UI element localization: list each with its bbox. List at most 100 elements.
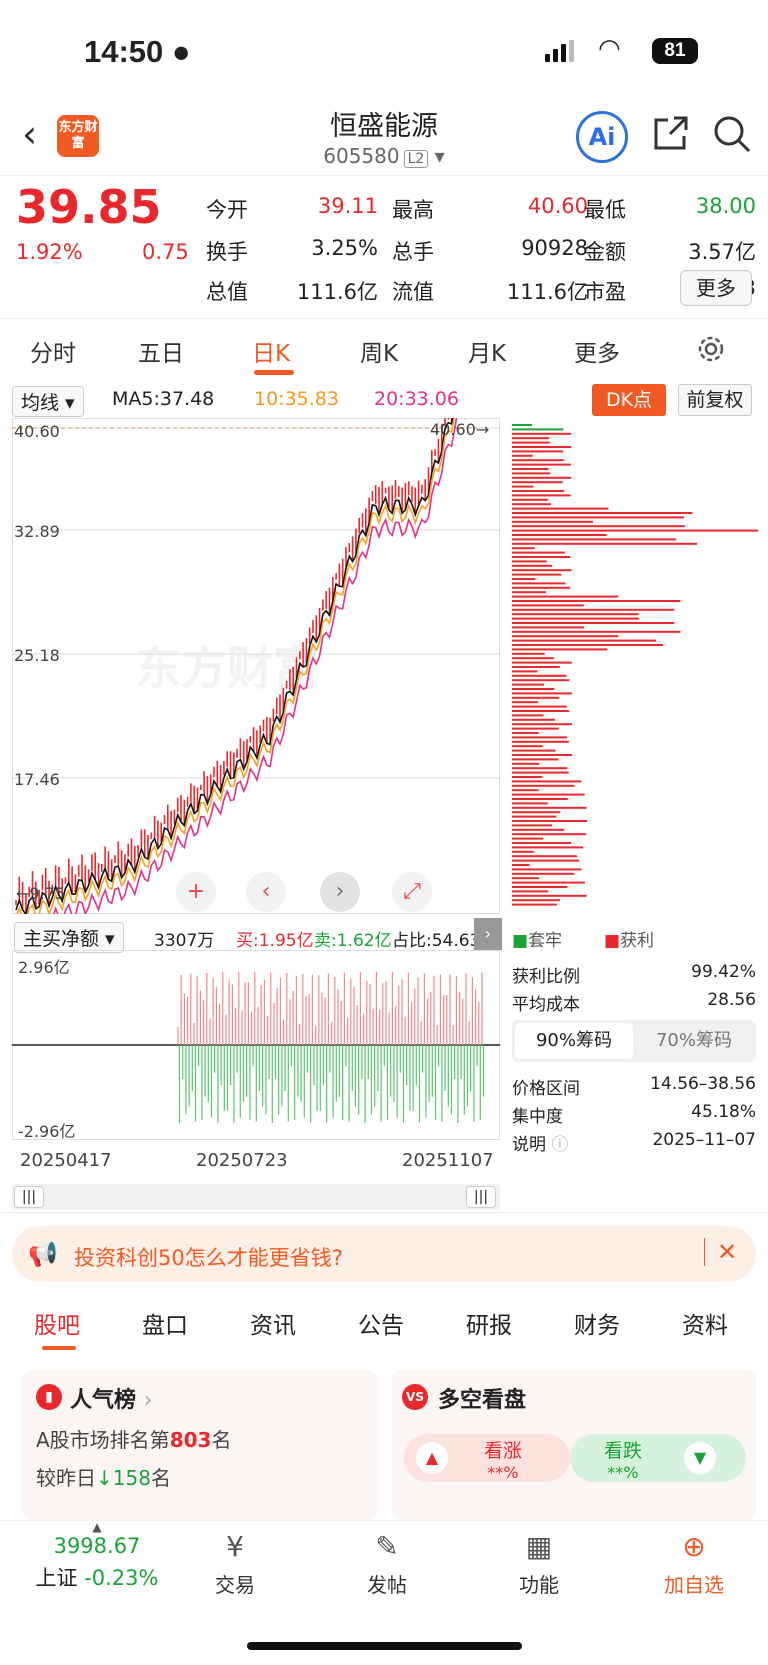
gear-icon[interactable]: [696, 334, 726, 364]
field-label: 最低: [584, 198, 626, 222]
tab-item[interactable]: 月K: [468, 341, 507, 367]
nav-func[interactable]: ▦ 功能: [504, 1530, 574, 1598]
y-label-3: 25.18: [14, 646, 60, 665]
period-tabs: [0, 318, 768, 378]
back-icon[interactable]: ‹: [22, 112, 38, 156]
edit-icon: ✎: [375, 1530, 399, 1563]
abs-change: 0.75: [142, 240, 189, 264]
indicator-select[interactable]: 均线 ▾: [12, 386, 84, 417]
promo-banner[interactable]: [12, 1226, 756, 1282]
more-button[interactable]: 更多: [680, 270, 752, 306]
popular-title: 人气榜 ›: [70, 1388, 153, 1413]
profit-ratio-value: 99.42%: [691, 962, 756, 982]
ma10-value: 10:35.83: [254, 388, 339, 410]
duokong-title: 多空看盘: [438, 1388, 527, 1413]
tab-item[interactable]: 日K: [252, 341, 291, 367]
stock-name: 恒盛能源: [330, 111, 438, 142]
index-widget[interactable]: ▲ 3998.67 上证 -0.23%: [35, 1520, 159, 1590]
content-tab[interactable]: 资料: [682, 1313, 728, 1339]
slider-handle-right[interactable]: |||: [466, 1186, 496, 1208]
bull-label: 看涨 **%: [484, 1440, 523, 1482]
search-icon[interactable]: [712, 114, 752, 154]
content-tab[interactable]: 盘口: [142, 1313, 188, 1339]
legend-profit: ■获利: [604, 931, 655, 951]
field-value: 40.60: [527, 194, 588, 218]
bear-button[interactable]: [570, 1434, 746, 1482]
tab-item[interactable]: 五日: [138, 341, 184, 367]
ai-icon[interactable]: Ai: [576, 111, 628, 163]
field-label: 金额: [584, 240, 626, 264]
date-3: 20251107: [402, 1150, 494, 1171]
megaphone-icon: 📢: [28, 1240, 58, 1268]
field-value: 111.6亿: [296, 280, 378, 304]
concentration-label: 集中度: [512, 1107, 563, 1127]
nav-add[interactable]: ⊕ 加自选: [654, 1530, 734, 1598]
content-tab[interactable]: 研报: [466, 1313, 512, 1339]
bottom-tab-underline: [42, 1346, 76, 1350]
banner-text[interactable]: 投资科创50怎么才能更省钱?: [74, 1246, 343, 1270]
seg-70[interactable]: 70%筹码: [655, 1030, 732, 1051]
stock-code[interactable]: 605580 L2 ▾: [323, 144, 445, 168]
field-value: 3.57亿: [688, 240, 756, 264]
bottom-nav: [0, 1520, 768, 1665]
last-price: 39.85: [16, 180, 162, 234]
kline-chart[interactable]: [12, 418, 500, 914]
sub-sell: 卖:1.62亿: [314, 931, 392, 951]
range-slider[interactable]: [12, 1184, 500, 1210]
content-tab[interactable]: 股吧: [34, 1313, 80, 1339]
zoom-in-button[interactable]: +: [176, 872, 216, 912]
active-tab-underline: [254, 370, 294, 375]
rank-icon: ▮: [36, 1384, 62, 1410]
ma5-value: MA5:37.48: [112, 388, 215, 410]
note-value: 2025–11–07: [652, 1130, 756, 1150]
content-tab[interactable]: 公告: [358, 1313, 404, 1339]
down-arrow-icon: ▼: [684, 1442, 716, 1474]
share-icon[interactable]: [650, 114, 690, 154]
chip-distribution: [512, 424, 758, 906]
up-arrow-icon: ▲: [416, 1442, 448, 1474]
tab-item[interactable]: 更多: [574, 341, 620, 367]
content-tab[interactable]: 财务: [574, 1313, 620, 1339]
status-time: 14:50 ●: [84, 34, 191, 69]
divider: [0, 1212, 768, 1213]
field-label: 换手: [206, 240, 248, 264]
tab-item[interactable]: 分时: [30, 341, 76, 367]
plus-circle-icon: ⊕: [682, 1530, 706, 1563]
y-label-high: 40.60: [14, 422, 60, 441]
adjust-button[interactable]: 前复权: [678, 384, 752, 416]
nav-trade[interactable]: ¥ 交易: [200, 1530, 270, 1598]
field-value: 3.25%: [311, 236, 378, 260]
dk-button[interactable]: DK点: [592, 384, 666, 416]
seg-90[interactable]: 90%筹码: [515, 1023, 633, 1059]
slider-handle-left[interactable]: |||: [14, 1186, 44, 1208]
collapse-button[interactable]: ›: [474, 918, 502, 950]
field-label: 今开: [206, 198, 248, 222]
close-icon[interactable]: ✕: [704, 1238, 737, 1266]
yen-icon: ¥: [226, 1530, 244, 1563]
signal-icon: [545, 40, 577, 62]
home-indicator: [247, 1642, 522, 1650]
legend-trap: ■套牢: [512, 931, 563, 951]
app-logo: 东方财富: [57, 115, 99, 157]
next-button[interactable]: ›: [320, 872, 360, 912]
date-1: 20250417: [20, 1150, 112, 1171]
tab-item[interactable]: 周K: [360, 341, 399, 367]
subchart-select[interactable]: 主买净额 ▾: [14, 922, 124, 953]
avg-cost-label: 平均成本: [512, 995, 580, 1015]
prev-button[interactable]: ‹: [246, 872, 286, 912]
avg-cost-value: 28.56: [707, 990, 756, 1010]
sub-ratio: 占比:54.63%: [392, 931, 497, 951]
battery-icon: 81: [652, 38, 698, 64]
high-marker: 40.60→: [430, 420, 490, 439]
content-tab[interactable]: 资讯: [250, 1313, 296, 1339]
fullscreen-icon[interactable]: ⤢: [392, 872, 432, 912]
concentration-value: 45.18%: [691, 1102, 756, 1122]
field-value: 39.11: [317, 194, 378, 218]
pct-change: 1.92%: [16, 240, 83, 264]
rank-line: A股市场排名第803名: [36, 1428, 232, 1452]
nav-post[interactable]: ✎ 发帖: [352, 1530, 422, 1598]
popular-card[interactable]: [22, 1370, 378, 1520]
sub-buy: 买:1.95亿: [236, 931, 314, 951]
kline-svg: [12, 418, 500, 914]
note-label[interactable]: 说明 ⓘ: [512, 1135, 569, 1155]
